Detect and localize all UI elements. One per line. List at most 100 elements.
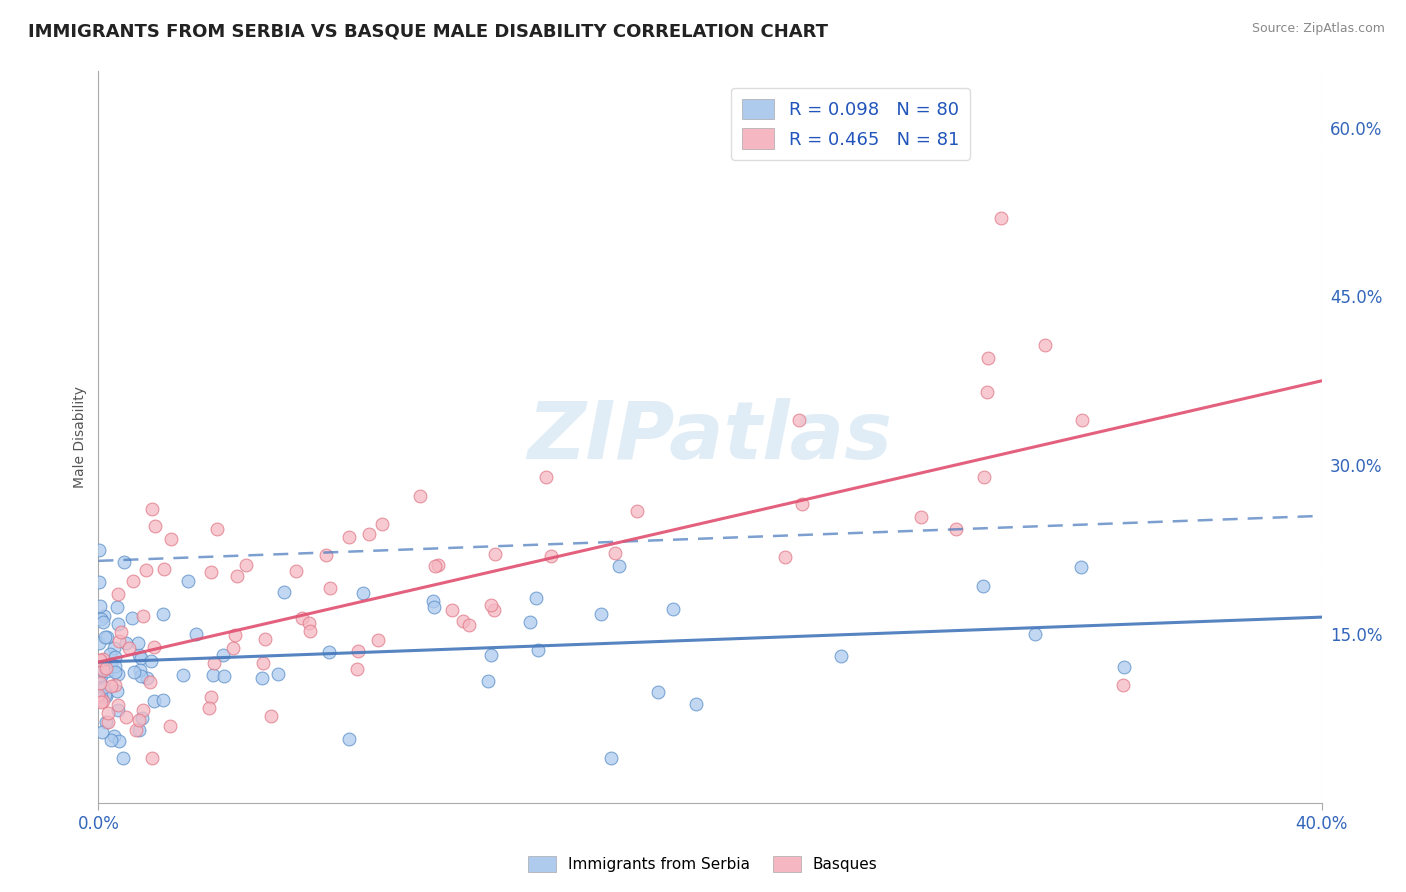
Point [115,709,138,723]
Point [830,649,852,664]
Point [945,522,967,536]
Point [1071,413,1094,427]
Point [108,734,131,748]
Point [141,751,163,765]
Point [107,587,129,601]
Point [685,697,707,711]
Point [482,603,505,617]
Point [409,489,432,503]
Point [357,526,380,541]
Point [284,564,307,578]
Point [103,729,125,743]
Point [367,633,389,648]
Point [605,545,627,559]
Point [107,616,129,631]
Point [235,558,257,572]
Point [477,673,499,688]
Point [973,469,995,483]
Point [212,648,235,663]
Point [91,615,114,629]
Point [990,211,1012,225]
Point [141,502,163,516]
Point [128,714,150,728]
Point [1070,560,1092,574]
Point [222,640,245,655]
Point [107,633,129,648]
Point [97,714,120,729]
Point [1112,678,1135,692]
Point [152,607,174,621]
Point [1112,660,1135,674]
Point [526,591,548,605]
Point [131,711,153,725]
Point [318,582,340,596]
Point [89,662,111,676]
Point [337,530,360,544]
Y-axis label: Male Disability: Male Disability [73,386,87,488]
Point [186,627,208,641]
Point [298,624,321,638]
Point [254,632,277,646]
Point [91,724,114,739]
Point [135,563,157,577]
Point [201,668,224,682]
Point [607,558,630,573]
Point [972,579,994,593]
Point [91,694,114,708]
Point [1024,627,1046,641]
Point [143,518,166,533]
Point [266,666,288,681]
Point [138,675,160,690]
Point [200,690,222,705]
Point [626,504,648,518]
Point [105,600,128,615]
Point [114,636,136,650]
Point [100,732,122,747]
Point [104,658,127,673]
Point [346,662,368,676]
Point [90,612,112,626]
Point [647,685,669,699]
Point [200,565,222,579]
Point [91,664,114,678]
Point [121,611,143,625]
Point [89,543,111,558]
Point [422,594,444,608]
Point [252,671,274,685]
Point [98,647,121,661]
Legend: R = 0.098   N = 80, R = 0.465   N = 81: R = 0.098 N = 80, R = 0.465 N = 81 [731,87,970,160]
Point [202,657,225,671]
Point [260,709,283,723]
Point [127,635,149,649]
Point [90,694,112,708]
Point [118,641,141,656]
Point [198,700,221,714]
Text: IMMIGRANTS FROM SERBIA VS BASQUE MALE DISABILITY CORRELATION CHART: IMMIGRANTS FROM SERBIA VS BASQUE MALE DI… [28,22,828,40]
Text: Source: ZipAtlas.com: Source: ZipAtlas.com [1251,22,1385,36]
Point [124,665,146,679]
Point [787,413,810,427]
Point [125,723,148,737]
Point [89,599,111,614]
Point [347,644,370,658]
Point [315,548,337,562]
Legend: Immigrants from Serbia, Basques: Immigrants from Serbia, Basques [520,848,886,880]
Point [128,648,150,662]
Point [599,751,621,765]
Point [93,630,115,644]
Point [110,625,132,640]
Point [94,715,117,730]
Point [977,351,1000,365]
Point [440,603,463,617]
Point [143,694,166,708]
Point [159,532,181,546]
Point [94,689,117,703]
Point [425,558,447,573]
Point [89,653,111,667]
Point [153,561,176,575]
Point [252,657,274,671]
Point [212,669,235,683]
Point [790,497,813,511]
Point [484,547,506,561]
Point [91,651,114,665]
